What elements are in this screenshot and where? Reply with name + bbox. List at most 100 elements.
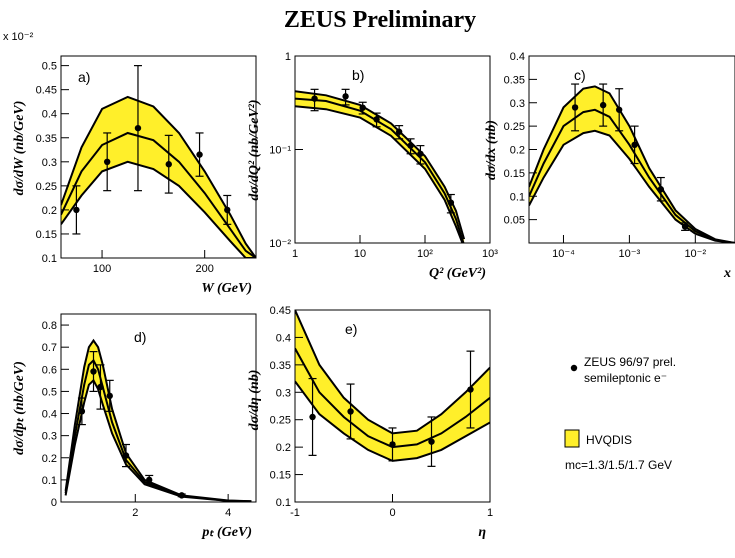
y-tick-label: 0.5 — [42, 61, 57, 73]
data-point — [631, 141, 638, 149]
data-point — [657, 186, 665, 193]
y-axis-label: dσ/dη (nb) — [247, 370, 262, 431]
y-tick-label: 0.4 — [42, 409, 57, 421]
data-point — [389, 441, 396, 448]
plot-frame — [60, 313, 257, 503]
panel-label: a) — [78, 69, 90, 85]
x-tick-label: 200 — [196, 263, 214, 275]
data-point — [428, 438, 435, 445]
theory-band — [295, 310, 490, 461]
theory-band — [295, 91, 465, 243]
data-point — [309, 413, 316, 421]
y-tick-label: 0.5 — [42, 386, 57, 398]
data-point — [122, 452, 130, 459]
y-tick-label: 0.1 — [276, 497, 291, 509]
data-point — [146, 476, 153, 484]
data-point — [395, 128, 403, 135]
data-point — [407, 142, 414, 149]
x-axis-label: pₜ (GeV) — [201, 525, 252, 540]
y-tick-label: 0.25 — [270, 415, 291, 427]
data-point — [373, 116, 380, 123]
y-tick-label: 0.3 — [276, 387, 291, 399]
y-axis-label: dσ/dpₜ (nb/GeV) — [12, 361, 27, 455]
y-tick-label: 0.2 — [42, 453, 57, 465]
x-axis-label: W (GeV) — [201, 281, 252, 296]
data-point — [599, 101, 607, 109]
x-tick-label: 10 — [354, 248, 366, 260]
y-tick-label: 0.15 — [504, 168, 525, 180]
data-point — [103, 158, 111, 166]
theory-band — [529, 86, 735, 243]
legend: ZEUS 96/97 prel. semileptonic e⁻ HVQDIS … — [564, 355, 676, 472]
theory-line-upper — [61, 95, 256, 258]
data-point — [342, 93, 349, 100]
theory-band — [61, 96, 256, 258]
y-tick-label: 0.3 — [42, 431, 57, 443]
y-tick-label: 0.3 — [42, 157, 57, 169]
legend-data-marker — [570, 364, 578, 372]
y-tick-label: 0.4 — [510, 51, 525, 63]
legend-band-swatch — [564, 429, 580, 448]
y-tick-label: 0.3 — [510, 98, 525, 110]
theory-line-lower — [295, 105, 464, 243]
data-point — [417, 150, 424, 157]
x-tick-label: 10⁻⁴ — [552, 248, 575, 260]
y-axis-label: dσ/dW (nb/GeV) — [12, 101, 27, 196]
y-tick-label: 0.15 — [270, 470, 291, 482]
theory-line-central — [61, 131, 256, 258]
x-tick-label: 10⁻² — [684, 248, 706, 260]
y-tick-label: 0.35 — [36, 133, 57, 145]
y-tick-label: 0.45 — [270, 305, 291, 317]
x-tick-label: -1 — [290, 507, 300, 519]
x-tick-label: 0 — [389, 507, 395, 519]
data-point — [571, 104, 579, 111]
x-axis-label: x — [723, 266, 731, 281]
theory-line-lower — [64, 378, 252, 502]
data-point — [78, 408, 86, 415]
data-point — [134, 124, 142, 132]
y-tick-label: 0.7 — [42, 342, 57, 354]
theory-line-upper — [529, 85, 735, 243]
y-tick-label: 0.15 — [36, 229, 57, 241]
x-tick-label: 100 — [93, 263, 111, 275]
x-tick-label: 10² — [417, 248, 433, 260]
data-point — [359, 104, 366, 111]
panel-label: e) — [345, 321, 357, 337]
panel-d: 2 4 0 0.1 0.2 0.3 0.4 0.5 0.6 0.7 0.8 d) pₜ (GeV) dσ/… — [12, 313, 257, 540]
x-tick-label: 10⁻³ — [619, 248, 641, 260]
x-tick-label: 1 — [292, 248, 298, 260]
data-point — [311, 95, 318, 102]
y-tick-label: 0.2 — [276, 442, 291, 454]
x-axis-label: Q² (GeV²) — [429, 266, 486, 281]
data-point — [178, 492, 185, 499]
y-tick-label: 0.8 — [42, 320, 57, 332]
legend-data-label-2: semileptonic e⁻ — [584, 371, 667, 385]
data-point — [106, 392, 113, 400]
legend-data-label-1: ZEUS 96/97 prel. — [584, 355, 676, 369]
data-point — [467, 386, 474, 393]
legend-mass-label: mᴄ=1.3/1.5/1.7 GeV — [565, 458, 672, 472]
data-point — [73, 206, 80, 214]
y-tick-label: 0.45 — [36, 85, 57, 97]
panel-label: c) — [574, 67, 586, 83]
data-point — [681, 223, 689, 230]
panel-label: b) — [352, 67, 364, 83]
theory-line-lower — [529, 129, 735, 243]
data-point — [165, 161, 172, 168]
y-exponent-label: x 10⁻² — [3, 31, 34, 43]
panel-label: d) — [134, 329, 146, 345]
data-point — [347, 408, 354, 415]
data-point — [224, 206, 231, 214]
y-tick-label: 0.35 — [270, 360, 291, 372]
figure-title: ZEUS Preliminary — [284, 7, 476, 33]
theory-line-lower — [61, 160, 256, 258]
y-tick-label: 0.2 — [510, 145, 525, 157]
y-tick-label: 0.25 — [504, 121, 525, 133]
y-tick-label: 0.6 — [42, 364, 57, 376]
x-tick-label: 1 — [487, 507, 493, 519]
y-tick-label: 0.4 — [276, 332, 291, 344]
panel-e: -1 0 1 0.1 0.15 0.2 0.25 0.3 0.35 0.4 0.45 e) η dσ/dη… — [247, 305, 493, 540]
y-tick-label: 0.35 — [504, 74, 525, 86]
data-point — [97, 383, 104, 391]
y-tick-label: 10⁻¹ — [269, 145, 291, 157]
